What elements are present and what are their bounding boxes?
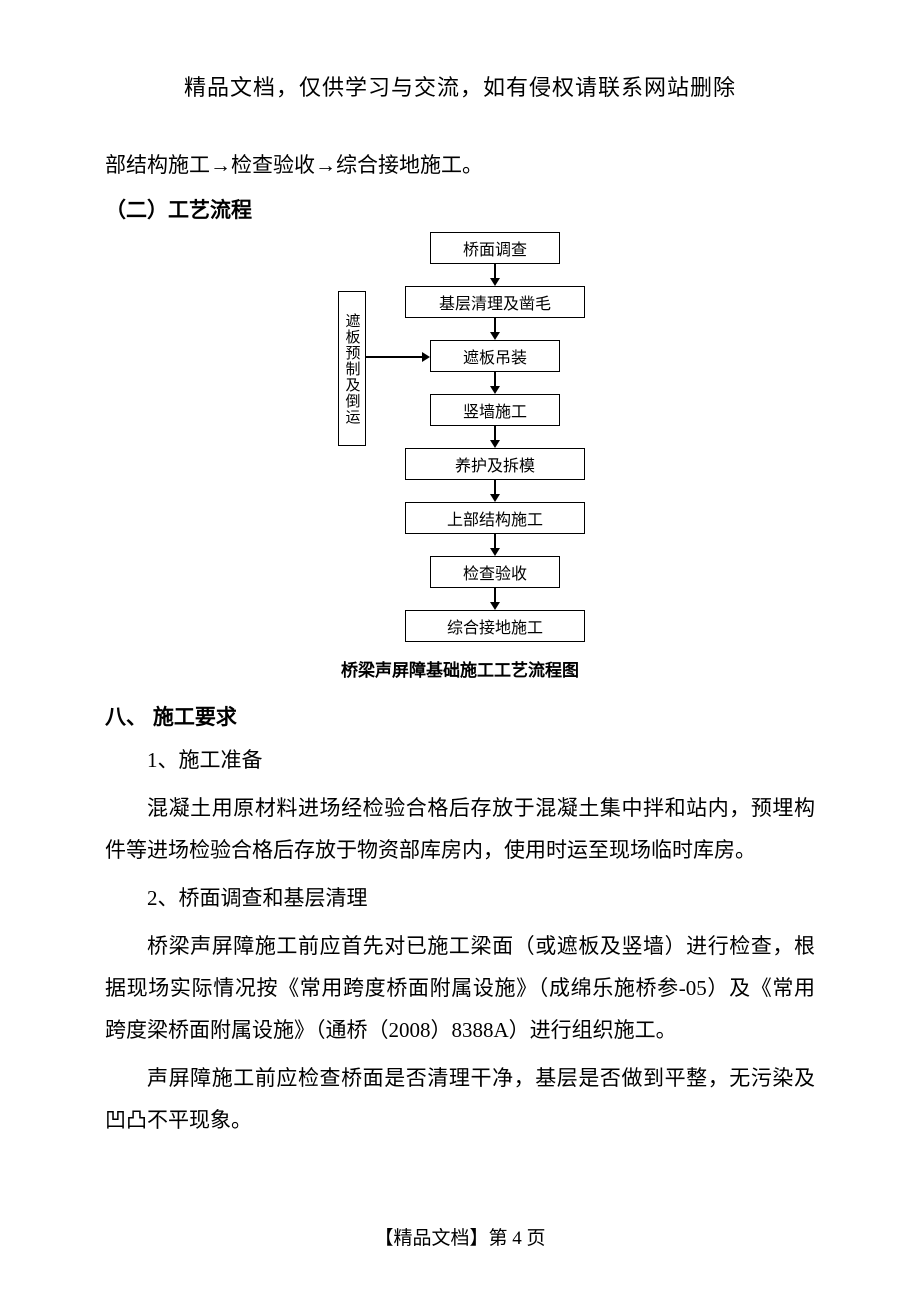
flowchart-arrowhead <box>422 352 430 362</box>
continuation-line: 部结构施工→检查验收→综合接地施工。 <box>105 144 815 186</box>
page-header: 精品文档，仅供学习与交流，如有侵权请联系网站删除 <box>105 70 815 102</box>
flowchart-arrow <box>490 372 500 394</box>
section-8-heading: 八、 施工要求 <box>105 701 815 731</box>
section-2-heading: （二）工艺流程 <box>105 194 815 224</box>
flowchart: 桥面调查基层清理及凿毛遮板吊装竖墙施工养护及拆模上部结构施工检查验收综合接地施工… <box>290 232 630 646</box>
flowchart-arrow <box>490 534 500 556</box>
p1-title: 1、施工准备 <box>105 739 815 781</box>
flowchart-connector <box>366 356 422 358</box>
flowchart-node: 检查验收 <box>430 556 560 588</box>
flowchart-arrow <box>490 264 500 286</box>
flowchart-arrow <box>490 480 500 502</box>
flowchart-arrow <box>490 426 500 448</box>
flowchart-side-box: 遮板预制及倒运 <box>338 291 366 446</box>
p2-body-1: 桥梁声屏障施工前应首先对已施工梁面（或遮板及竖墙）进行检查，根据现场实际情况按《… <box>105 925 815 1051</box>
flowchart-node: 桥面调查 <box>430 232 560 264</box>
flowchart-node: 养护及拆模 <box>405 448 585 480</box>
flowchart-container: 桥面调查基层清理及凿毛遮板吊装竖墙施工养护及拆模上部结构施工检查验收综合接地施工… <box>105 232 815 646</box>
page-footer: 【精品文档】第 4 页 <box>0 1223 920 1250</box>
flowchart-node: 遮板吊装 <box>430 340 560 372</box>
flowchart-node: 上部结构施工 <box>405 502 585 534</box>
flowchart-node: 基层清理及凿毛 <box>405 286 585 318</box>
flowchart-node: 综合接地施工 <box>405 610 585 642</box>
flowchart-node: 竖墙施工 <box>430 394 560 426</box>
p2-body-2: 声屏障施工前应检查桥面是否清理干净，基层是否做到平整，无污染及凹凸不平现象。 <box>105 1057 815 1141</box>
p1-body: 混凝土用原材料进场经检验合格后存放于混凝土集中拌和站内，预埋构件等进场检验合格后… <box>105 787 815 871</box>
flowchart-caption: 桥梁声屏障基础施工工艺流程图 <box>105 656 815 681</box>
p2-title: 2、桥面调查和基层清理 <box>105 877 815 919</box>
flowchart-arrow <box>490 588 500 610</box>
flowchart-arrow <box>490 318 500 340</box>
